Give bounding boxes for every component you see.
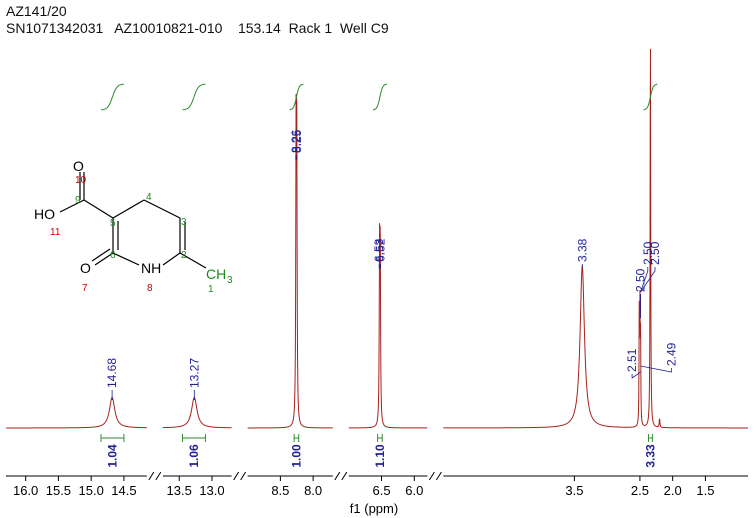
x-tick-label: 3.5: [565, 483, 583, 498]
x-tick-label: 6.5: [372, 483, 390, 498]
x-tick-label: 1.5: [696, 483, 714, 498]
peak-label: 13.27: [187, 358, 201, 388]
x-axis-label: f1 (ppm): [350, 501, 398, 516]
peak-label: 8.26: [289, 129, 303, 153]
integral-curve: [289, 83, 304, 111]
axis-break-mark: [435, 471, 442, 481]
atom-number-2: 2: [181, 250, 187, 261]
integral-value: 1.10: [373, 444, 387, 468]
integral-curve: [372, 83, 387, 111]
atom-ch3-subscript: 3: [227, 275, 233, 286]
peak-leader-line: [378, 264, 380, 269]
integral-value: 1.00: [289, 444, 303, 468]
chemical-structure: O HO O NH CH 3 10 9 11 5 4 3 6 2 7 8 1: [34, 158, 233, 295]
peak-label: 2.50: [648, 241, 662, 265]
spectrum-layer: 16.0 15.5 15.0 14.5 13.5 13.0 8.5 8.0 6.5 6.0 3.5 2…: [6, 48, 748, 516]
atom-number-5: 5: [110, 218, 116, 229]
peak-label: 2.50: [641, 241, 655, 265]
integral-value: 1.04: [105, 444, 119, 468]
x-tick-label: 8.5: [271, 483, 289, 498]
atom-o-carbonyl: O: [73, 158, 84, 174]
sample-title: AZ141/20: [6, 3, 67, 19]
axis-break-mark: [334, 471, 341, 481]
atom-number-7: 7: [82, 283, 88, 294]
atom-nh: NH: [141, 260, 161, 276]
atom-ho: HO: [34, 206, 55, 222]
x-tick-label: 14.5: [111, 483, 136, 498]
peak-leader-line: [631, 371, 641, 379]
axis-break-mark: [341, 471, 348, 481]
spectrum-trace-segment: [247, 93, 333, 429]
integral-value: 3.33: [643, 444, 657, 468]
atom-number-9: 9: [75, 195, 81, 206]
spectrum-trace-segment: [443, 48, 748, 429]
spectrum-trace-segment: [348, 223, 428, 429]
atom-number-4: 4: [146, 192, 152, 203]
peak-leader-line: [640, 267, 656, 293]
atom-number-8: 8: [147, 283, 153, 294]
integral-curve: [182, 83, 206, 111]
atom-o-ring: O: [80, 260, 91, 276]
peak-leader-line: [640, 267, 649, 293]
atom-ch3: CH: [206, 266, 226, 282]
peak-label: 8.25: [290, 129, 304, 153]
atom-number-3: 3: [181, 217, 187, 228]
x-tick-label: 2.5: [631, 483, 649, 498]
atom-number-11: 11: [50, 227, 61, 238]
peak-label: 2.49: [664, 342, 678, 366]
axis-break-mark: [233, 471, 240, 481]
integral-curve: [643, 83, 658, 111]
integral-value: 1.06: [187, 444, 201, 468]
peak-label: 2.51: [625, 348, 639, 372]
peak-leader-line: [640, 365, 672, 373]
spectrum-trace-segment: [6, 396, 147, 429]
axis-break-mark: [240, 471, 247, 481]
axis-break-mark: [155, 471, 162, 481]
x-tick-label: 16.0: [13, 483, 38, 498]
atom-number-10: 10: [75, 175, 87, 186]
x-tick-label: 6.0: [405, 483, 423, 498]
atom-number-1: 1: [208, 284, 214, 295]
axis-break-mark: [428, 471, 435, 481]
axis-break-mark: [148, 471, 155, 481]
sample-info: SN1071342031 AZ10010821-010 153.14 Rack …: [6, 20, 389, 36]
peak-label: 3.38: [575, 238, 589, 262]
spectrum-trace-segment: [162, 396, 232, 429]
x-tick-label: 13.5: [167, 483, 192, 498]
integral-curve: [100, 83, 124, 111]
peak-leader-line: [296, 155, 298, 161]
x-tick-label: 15.0: [79, 483, 104, 498]
atom-number-6: 6: [110, 250, 116, 261]
x-tick-label: 15.5: [46, 483, 71, 498]
peak-label: 6.53: [372, 238, 386, 262]
x-tick-label: 2.0: [664, 483, 682, 498]
x-tick-label: 8.0: [304, 483, 322, 498]
peak-label: 14.68: [105, 358, 119, 388]
peak-leader-line: [379, 264, 381, 269]
structure-bonds: [59, 172, 207, 269]
peak-label: 2.50: [634, 268, 648, 292]
x-tick-label: 13.0: [199, 483, 224, 498]
peak-label: 6.52: [374, 238, 388, 262]
